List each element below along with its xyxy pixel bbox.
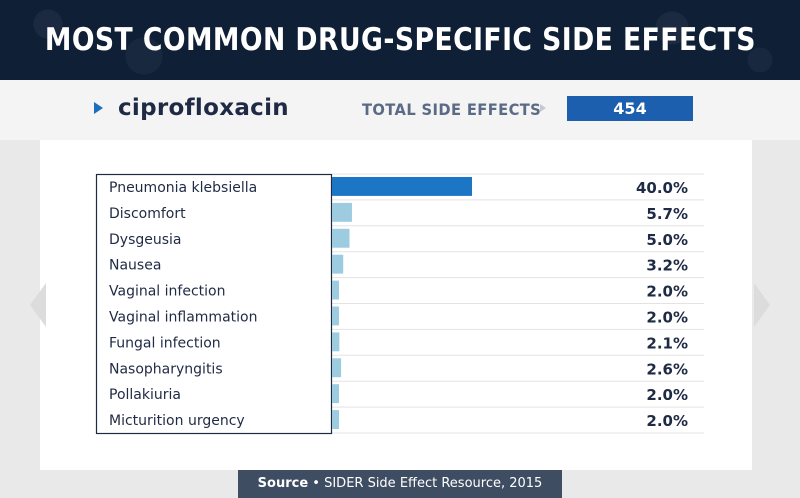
chevron-left-icon[interactable] [30,283,46,327]
category-label: Pollakiuria [109,387,181,403]
value-label: 40.0% [636,179,688,197]
bar-3[interactable] [332,228,350,248]
drug-bullet-icon [94,102,103,114]
bar-5[interactable] [332,280,339,300]
total-side-effects-label: TOTAL SIDE EFFECTS [362,100,542,119]
chevron-right-icon[interactable] [754,283,770,327]
value-label: 2.0% [646,412,688,430]
category-label: Vaginal infection [109,284,225,300]
drug-selector-bar: ciprofloxacin TOTAL SIDE EFFECTS 454 [0,80,800,140]
category-label: Vaginal inflammation [109,309,257,325]
value-label: 2.0% [646,308,688,326]
side-effects-bar-chart: Pneumonia klebsiella 40.0% Discomfort 5.7% D… [95,173,704,435]
drug-name: ciprofloxacin [118,95,289,121]
source-text: SIDER Side Effect Resource, 2015 [324,476,543,491]
category-label: Nasopharyngitis [109,361,223,377]
value-label: 3.2% [646,257,688,275]
category-label: Micturition urgency [109,413,245,429]
bar-8[interactable] [332,358,342,378]
source-label: Source [257,476,309,491]
value-label: 5.0% [646,231,688,249]
category-label: Dysgeusia [109,232,182,248]
total-side-effects-value: 454 [567,96,693,121]
page-title: MOST COMMON DRUG-SPECIFIC SIDE EFFECTS [44,22,756,58]
category-label: Nausea [109,258,161,274]
category-label-box [95,173,333,435]
bar-9[interactable] [332,384,339,404]
value-label: 5.7% [646,205,688,223]
arrow-right-icon [540,104,546,112]
bar-6[interactable] [332,306,339,326]
value-label: 2.0% [646,283,688,301]
header-banner: MOST COMMON DRUG-SPECIFIC SIDE EFFECTS [0,0,800,80]
bar-1[interactable] [332,177,472,196]
bar-2[interactable] [332,202,352,222]
chart-panel: Pneumonia klebsiella 40.0% Discomfort 5.7% D… [40,140,752,470]
bar-10[interactable] [332,410,339,429]
value-label: 2.6% [646,360,688,378]
bar-4[interactable] [332,254,344,274]
value-label: 2.0% [646,386,688,404]
source-separator: • [312,476,320,491]
category-label: Discomfort [109,206,186,222]
source-footer: Source • SIDER Side Effect Resource, 201… [238,470,562,498]
category-label: Pneumonia klebsiella [109,180,257,196]
bar-7[interactable] [332,332,340,352]
value-label: 2.1% [646,334,688,352]
category-label: Fungal infection [109,335,221,351]
